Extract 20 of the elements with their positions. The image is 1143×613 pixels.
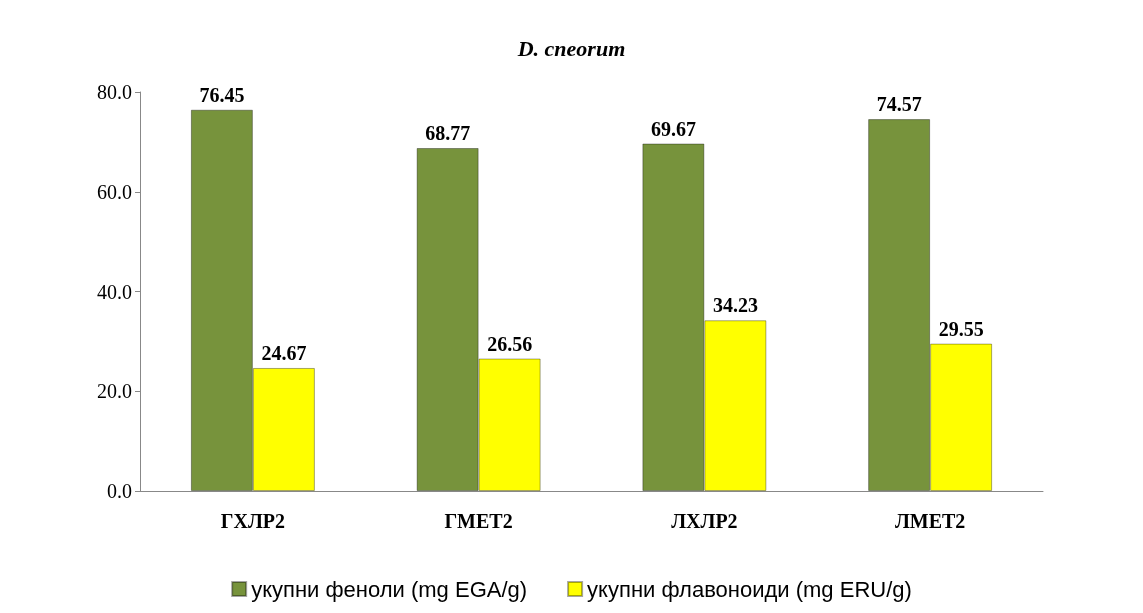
- data-label: 69.67: [650, 117, 696, 140]
- y-tick-label: 80.0: [97, 81, 132, 103]
- data-label: 34.23: [712, 294, 758, 317]
- y-tick-label: 60.0: [97, 180, 132, 203]
- legend-label: укупни флавоноиди (mg ERU/g): [587, 576, 912, 602]
- data-label: 74.57: [876, 93, 922, 116]
- data-label: 24.67: [261, 341, 307, 364]
- data-label: 29.55: [938, 317, 984, 340]
- x-tick-label: ГМЕТ2: [444, 510, 513, 532]
- x-tick-label: ЛМЕТ2: [894, 510, 966, 532]
- y-tick-label: 40.0: [97, 280, 132, 303]
- x-tick-label: ГХЛР2: [220, 510, 286, 532]
- y-tick-label: 20.0: [97, 380, 132, 403]
- data-label: 76.45: [199, 83, 245, 106]
- chart-title: D. cneorum: [516, 35, 626, 61]
- data-label: 26.56: [487, 332, 533, 355]
- data-label: 68.77: [425, 122, 471, 145]
- y-tick-label: 0.0: [107, 480, 132, 502]
- x-tick-label: ЛХЛР2: [671, 510, 738, 532]
- legend-label: укупни феноли (mg EGA/g): [251, 576, 528, 602]
